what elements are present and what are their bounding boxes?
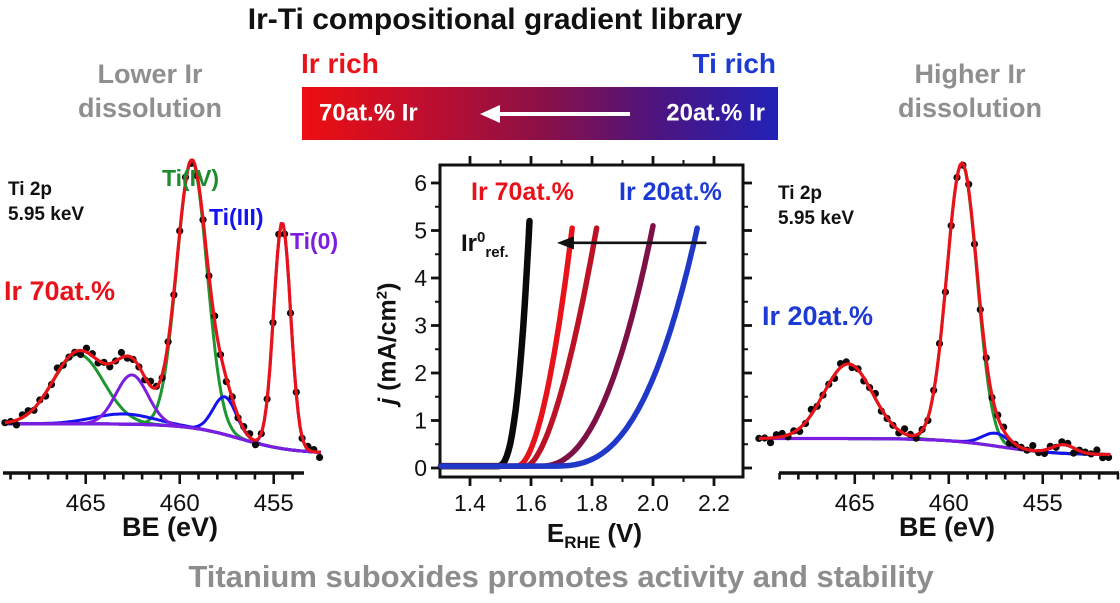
note-higher-dissolution: Higher Ir dissolution xyxy=(856,57,1084,125)
y-tick-label: 2 xyxy=(414,360,427,386)
y-tick-label: 4 xyxy=(414,265,427,291)
polarization-red-series-label: Ir 70at.% xyxy=(471,178,574,206)
data-point xyxy=(12,421,21,429)
curve-4 xyxy=(438,223,656,469)
y-tick-label: 0 xyxy=(414,455,427,481)
xps-right-sample-label: Ir 20at.% xyxy=(762,301,874,331)
overpotential-arrow-head xyxy=(556,236,574,250)
gradient-left-value: 70at.% Ir xyxy=(319,98,418,126)
data-point xyxy=(77,350,85,359)
data-point xyxy=(766,439,775,447)
x-tick-label: 1.8 xyxy=(576,490,608,516)
note-lower-dissolution: Lower Ir dissolution xyxy=(38,57,262,125)
peak-label-ti3: Ti(III) xyxy=(209,204,264,230)
fit-envelope xyxy=(4,158,321,454)
x-tick-label: 2.2 xyxy=(698,490,730,516)
x-tick-label: 455 xyxy=(1023,490,1063,517)
curve-3 xyxy=(438,225,600,469)
ref-main: Ir xyxy=(461,230,478,257)
figure-title: Ir-Ti compositional gradient library xyxy=(247,3,743,36)
fit-envelope xyxy=(758,161,1111,457)
polarization-chart: 1.4 1.6 1.8 2.0 2.2 0 1 2 3 4 5 6 xyxy=(414,156,752,516)
ir-rich-label: Ir rich xyxy=(301,48,379,79)
y-tick-label: 1 xyxy=(414,408,427,434)
ref-sup: 0 xyxy=(477,229,486,246)
data-point xyxy=(1070,449,1078,457)
x-tick-label: 2.0 xyxy=(637,490,669,516)
data-point xyxy=(901,425,909,433)
polarization-ref-label: Ir0ref. xyxy=(461,229,509,261)
x-tick-label: 460 xyxy=(160,490,200,517)
x-tick-label: 1.4 xyxy=(454,490,486,516)
polarization-blue-series-label: Ir 20at.% xyxy=(619,178,722,206)
polarization-xaxis-label: ERHE (V) xyxy=(512,518,677,553)
xps-right-xaxis-label: BE (eV) xyxy=(898,512,996,542)
ref-sub: ref. xyxy=(485,243,509,261)
data-point xyxy=(251,441,260,449)
data-point xyxy=(1029,442,1037,450)
curve-5 xyxy=(438,225,700,469)
y-tick-label: 6 xyxy=(414,170,427,196)
ylabel-rest: (mA/cm xyxy=(373,299,402,398)
peak-label-ti4: Ti(IV) xyxy=(162,165,220,191)
note-line-2: dissolution xyxy=(898,93,1042,123)
peak-label-ti0: Ti(0) xyxy=(290,228,339,254)
xps-right-chart: 465 460 455 xyxy=(755,161,1120,517)
technique-line-1: Ti 2p xyxy=(778,183,822,204)
note-line-2: dissolution xyxy=(78,93,222,123)
xlabel-main: E xyxy=(546,518,565,548)
xps-left-xaxis-label: BE (eV) xyxy=(121,512,219,542)
x-tick-label: 455 xyxy=(254,490,294,517)
xps-left-sample-label: Ir 70at.% xyxy=(4,276,116,306)
x-tick-label: 1.6 xyxy=(515,490,547,516)
gradient-arrow-head xyxy=(480,105,500,123)
technique-line-1: Ti 2p xyxy=(8,179,52,200)
technique-line-2: 5.95 keV xyxy=(8,204,85,225)
left-arrow-icon xyxy=(480,105,630,123)
xps-right-technique-label: Ti 2p 5.95 keV xyxy=(778,181,854,231)
y-tick-label: 3 xyxy=(414,313,427,339)
data-point xyxy=(117,348,125,357)
ti-rich-label: Ti rich xyxy=(692,48,776,79)
y-tick-label: 5 xyxy=(414,218,427,244)
note-line-1: Lower Ir xyxy=(97,59,203,89)
data-point xyxy=(1093,446,1101,454)
x-tick-label: 460 xyxy=(929,490,969,517)
technique-line-2: 5.95 keV xyxy=(778,208,855,229)
x-tick-label: 465 xyxy=(66,490,106,517)
ylabel-sup: 2 xyxy=(373,290,391,300)
xps-left-technique-label: Ti 2p 5.95 keV xyxy=(8,177,84,227)
data-point xyxy=(316,453,324,461)
curve-2 xyxy=(438,225,575,469)
data-point xyxy=(755,434,763,442)
ylabel-italic: j xyxy=(373,397,402,405)
composition-gradient-bar: 70at.% Ir 20at.% Ir xyxy=(302,87,778,140)
note-line-1: Higher Ir xyxy=(914,59,1026,89)
xps-left-chart: 465 460 455 xyxy=(1,158,324,517)
xlabel-sub: RHE xyxy=(564,533,601,553)
polarization-yaxis-label: j (mA/cm2) xyxy=(373,229,402,459)
bottom-caption: Titanium suboxides promotes activity and… xyxy=(188,559,934,594)
x-tick-label: 465 xyxy=(835,490,875,517)
gradient-right-value: 20at.% Ir xyxy=(666,98,765,126)
ylabel-close: ) xyxy=(373,282,402,291)
xlabel-unit: (V) xyxy=(600,518,643,548)
